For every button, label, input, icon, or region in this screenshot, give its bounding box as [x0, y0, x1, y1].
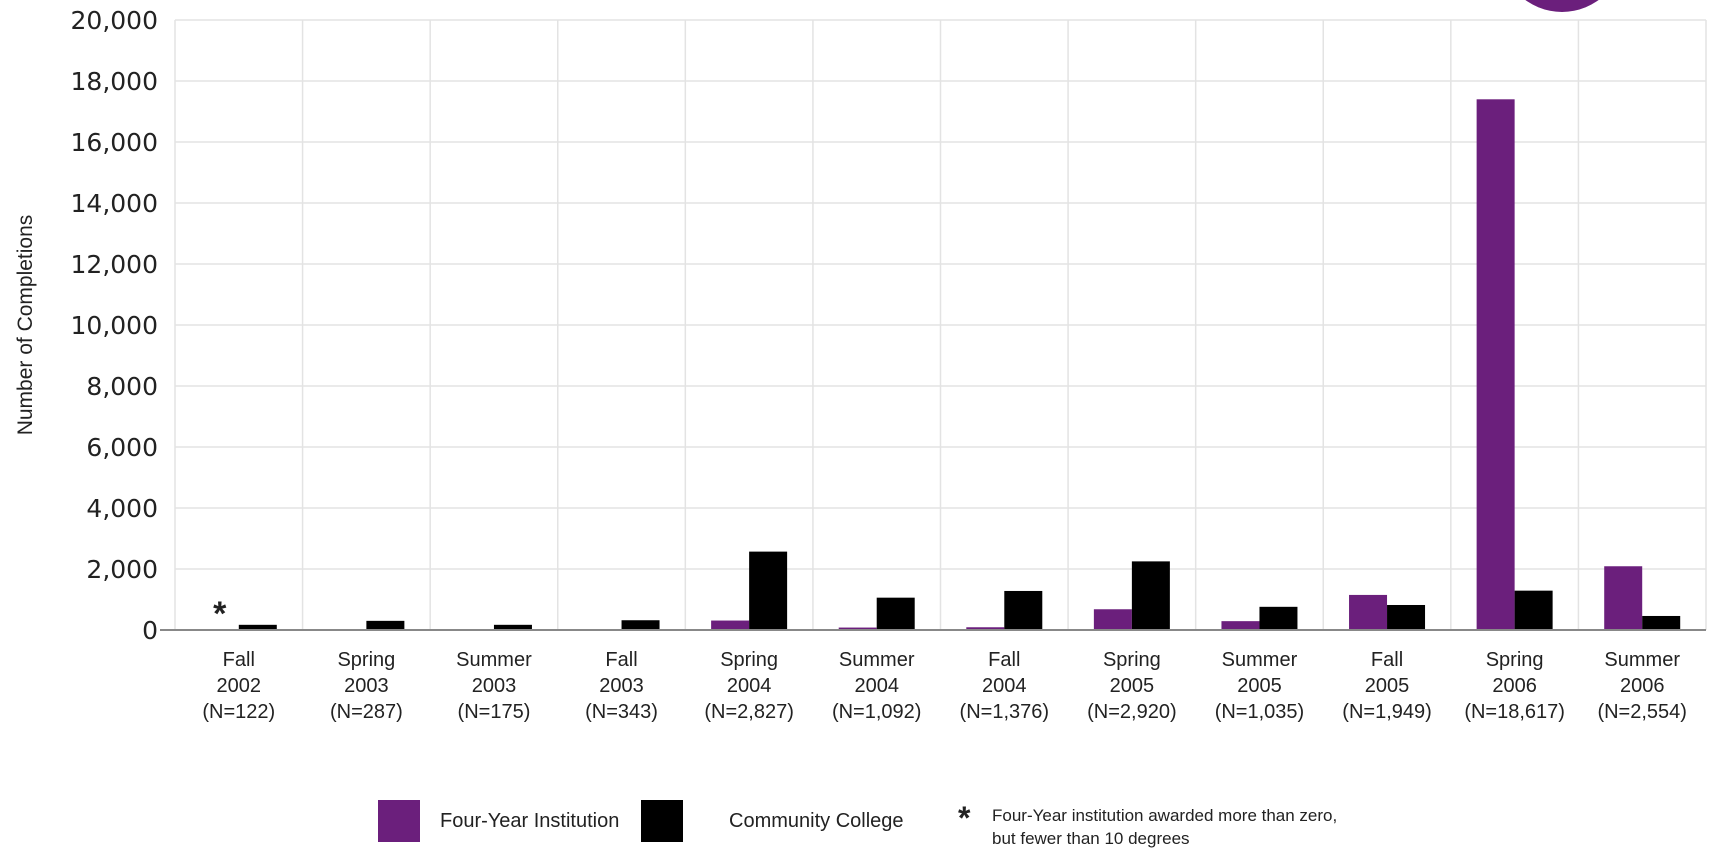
x-tick-label: Spring [720, 649, 778, 671]
x-tick-label: (N=122) [202, 701, 275, 723]
bar-community-college [366, 620, 405, 630]
x-category-label: Summer 2003 (N=175) [456, 649, 532, 723]
legend-label-community-college: Community College [729, 810, 904, 832]
x-category-label: Spring 2005 (N=2,920) [1087, 649, 1177, 723]
x-category-label: Spring 2003 (N=287) [330, 649, 403, 723]
y-tick-label: 8,000 [86, 372, 158, 401]
x-tick-label: Fall [1371, 649, 1403, 671]
bar-community-college [493, 624, 532, 630]
x-tick-label: Fall [988, 649, 1020, 671]
x-tick-label: (N=18,617) [1464, 701, 1565, 723]
x-tick-label: (N=1,035) [1215, 701, 1305, 723]
bar-four-year [1476, 99, 1515, 631]
x-tick-label: Summer [1604, 649, 1680, 671]
x-category-label: Summer 2005 (N=1,035) [1215, 649, 1305, 723]
bar-four-year [1604, 566, 1643, 630]
x-tick-label: Fall [605, 649, 637, 671]
x-tick-label: (N=175) [458, 701, 531, 723]
y-tick-label: 10,000 [71, 311, 158, 340]
x-category-label: Fall 2005 (N=1,949) [1342, 649, 1432, 723]
y-axis-ticks: 0 2,000 4,000 6,000 8,000 10,000 12,000 14,000 1… [71, 6, 158, 645]
bar-four-year [711, 620, 750, 630]
x-tick-label: (N=287) [330, 701, 403, 723]
bar-four-year [966, 627, 1005, 630]
x-tick-label: 2004 [854, 675, 899, 697]
x-tick-label: 2006 [1620, 675, 1665, 697]
note-asterisk: * [958, 800, 971, 836]
decorative-corner-circle [1525, 0, 1599, 12]
y-tick-label: 14,000 [71, 189, 158, 218]
note-line-2: but fewer than 10 degrees [992, 829, 1190, 848]
x-category-label: Fall 2002 (N=122) [202, 649, 275, 723]
annotation-marks: * [213, 595, 227, 633]
x-category-label: Fall 2004 (N=1,376) [960, 649, 1050, 723]
x-tick-label: (N=2,554) [1597, 701, 1687, 723]
x-tick-label: 2004 [727, 675, 772, 697]
bar-community-college [1514, 590, 1553, 630]
x-tick-label: 2005 [1110, 675, 1155, 697]
bar-four-year [1093, 609, 1132, 630]
legend-swatch-four-year [378, 800, 420, 842]
gridlines [174, 19, 1707, 631]
bar-four-year [1349, 594, 1388, 630]
x-tick-label: (N=1,092) [832, 701, 922, 723]
y-axis-label: Number of Completions [14, 215, 37, 436]
x-tick-label: (N=2,827) [704, 701, 794, 723]
bar-community-college [1642, 615, 1681, 630]
x-tick-label: 2003 [344, 675, 389, 697]
x-category-label: Fall 2003 (N=343) [585, 649, 658, 723]
x-category-label: Summer 2004 (N=1,092) [832, 649, 922, 723]
bar-community-college [1004, 590, 1043, 630]
bar-community-college [238, 624, 277, 630]
x-tick-label: (N=1,376) [960, 701, 1050, 723]
bar-community-college [876, 597, 915, 630]
x-category-label: Spring 2006 (N=18,617) [1464, 649, 1565, 723]
x-tick-label: Spring [337, 649, 395, 671]
x-category-label: Summer 2006 (N=2,554) [1597, 649, 1687, 723]
bar-community-college [749, 551, 788, 630]
y-tick-label: 16,000 [71, 128, 158, 157]
bar-four-year [838, 627, 877, 630]
y-tick-label: 6,000 [86, 433, 158, 462]
y-tick-label: 12,000 [71, 250, 158, 279]
x-tick-label: Fall [223, 649, 255, 671]
x-tick-label: (N=1,949) [1342, 701, 1432, 723]
y-tick-label: 2,000 [86, 555, 158, 584]
bar-community-college [1131, 561, 1170, 630]
bar-community-college [1259, 606, 1298, 630]
y-tick-label: 4,000 [86, 494, 158, 523]
bar-community-college [621, 620, 660, 630]
x-tick-label: Summer [1222, 649, 1298, 671]
note-line-1: Four-Year institution awarded more than … [992, 806, 1337, 825]
x-tick-label: Spring [1486, 649, 1544, 671]
legend-swatch-community-college [641, 800, 683, 842]
y-tick-label: 0 [142, 616, 158, 645]
x-tick-label: 2004 [982, 675, 1027, 697]
x-tick-label: 2002 [217, 675, 262, 697]
bars [238, 99, 1681, 631]
y-tick-label: 20,000 [71, 6, 158, 35]
x-tick-label: Summer [839, 649, 915, 671]
x-tick-label: 2003 [472, 675, 517, 697]
x-tick-label: (N=343) [585, 701, 658, 723]
asterisk-mark: * [213, 595, 227, 633]
x-tick-label: 2006 [1492, 675, 1537, 697]
x-tick-label: Summer [456, 649, 532, 671]
x-tick-label: 2003 [599, 675, 644, 697]
x-tick-label: Spring [1103, 649, 1161, 671]
legend-label-four-year: Four-Year Institution [440, 810, 619, 832]
y-tick-label: 18,000 [71, 67, 158, 96]
bar-four-year [1221, 621, 1260, 630]
legend: Four-Year Institution Community College … [378, 800, 1337, 848]
x-category-label: Spring 2004 (N=2,827) [704, 649, 794, 723]
x-tick-label: 2005 [1237, 675, 1282, 697]
x-tick-label: (N=2,920) [1087, 701, 1177, 723]
x-axis-labels: Fall 2002 (N=122) Spring 2003 (N=287) Summer 20… [202, 649, 1687, 723]
bar-community-college [1387, 604, 1426, 630]
x-tick-label: 2005 [1365, 675, 1410, 697]
